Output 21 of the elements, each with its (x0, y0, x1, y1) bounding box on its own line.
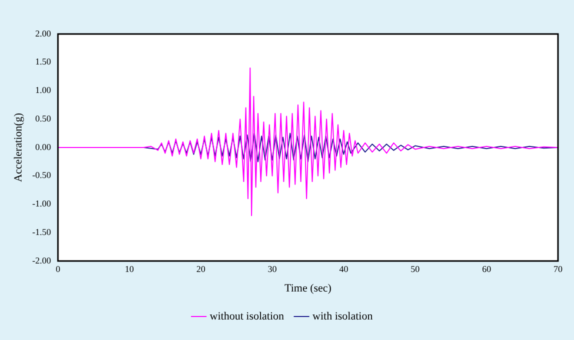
x-tick-label: 0 (56, 264, 61, 274)
y-tick-label: -1.00 (32, 198, 52, 209)
y-tick-label: -0.50 (32, 170, 52, 180)
y-tick-label: 0.50 (35, 113, 52, 124)
x-tick-label: 70 (554, 264, 563, 274)
x-tick-label: 60 (482, 264, 492, 274)
y-tick-label: -1.50 (32, 226, 52, 237)
y-tick-label: 1.50 (35, 56, 52, 67)
x-tick-label: 20 (196, 264, 206, 274)
y-tick-label: 0.00 (35, 142, 52, 152)
x-tick-label: 50 (410, 264, 420, 274)
y-axis-title: Acceleration(g) (12, 112, 24, 182)
x-axis-title: Time (sec) (284, 282, 332, 294)
x-tick-label: 40 (339, 264, 349, 274)
legend-label: with isolation (312, 310, 374, 322)
y-tick-label: -2.00 (32, 255, 52, 266)
x-tick-label: 30 (268, 264, 278, 274)
legend-label: without isolation (210, 310, 285, 322)
y-tick-label: 1.00 (35, 85, 52, 96)
x-tick-label: 10 (124, 264, 134, 274)
y-tick-label: 2.00 (35, 28, 52, 38)
